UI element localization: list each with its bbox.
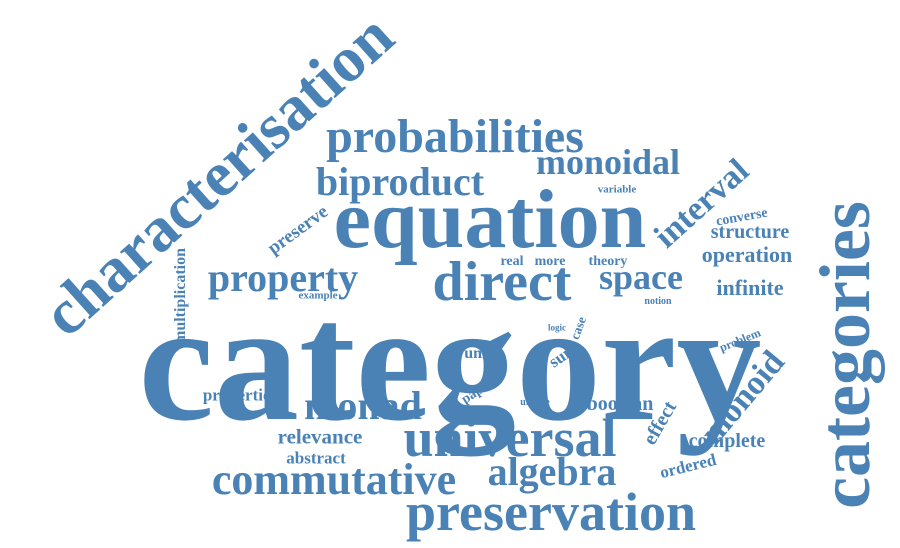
word-structure: structure — [710, 221, 790, 243]
word-multiplication: multiplication — [172, 247, 189, 345]
word-category: category — [138, 268, 762, 456]
word-unit: unit — [464, 345, 492, 362]
word-monad: monad — [304, 383, 422, 428]
word-example: example — [298, 289, 338, 302]
word-biproduct: biproduct — [315, 159, 485, 204]
word-preservation: preservation — [406, 482, 696, 542]
word-logic: logic — [548, 322, 566, 333]
word-equation: equation — [333, 173, 647, 266]
word-boolean: boolean — [586, 393, 654, 415]
word-abstract: abstract — [286, 448, 346, 468]
word-infinite: infinite — [716, 275, 784, 300]
word-more: more — [534, 254, 566, 269]
word-relevance: relevance — [277, 424, 363, 449]
word-real: real — [500, 254, 524, 269]
word-universal: universal — [403, 408, 617, 468]
word-probabilities: probabilities — [326, 110, 584, 163]
word-unique: unique — [520, 397, 550, 408]
word-space: space — [599, 257, 683, 297]
word-monoidal: monoidal — [535, 142, 681, 182]
word-theory: theory — [588, 254, 628, 269]
word-algebra: algebra — [487, 449, 617, 494]
word-properties: properties — [202, 385, 278, 405]
word-property: property — [207, 255, 359, 300]
word-operation: operation — [701, 242, 793, 267]
word-commutative: commutative — [211, 455, 457, 504]
word-variable: variable — [597, 183, 637, 196]
word-direct: direct — [432, 251, 572, 313]
word-notion: notion — [644, 296, 672, 307]
word-categories: categories — [805, 201, 885, 509]
word-preserve: preserve — [263, 201, 333, 259]
word-complete: complete — [688, 430, 766, 452]
